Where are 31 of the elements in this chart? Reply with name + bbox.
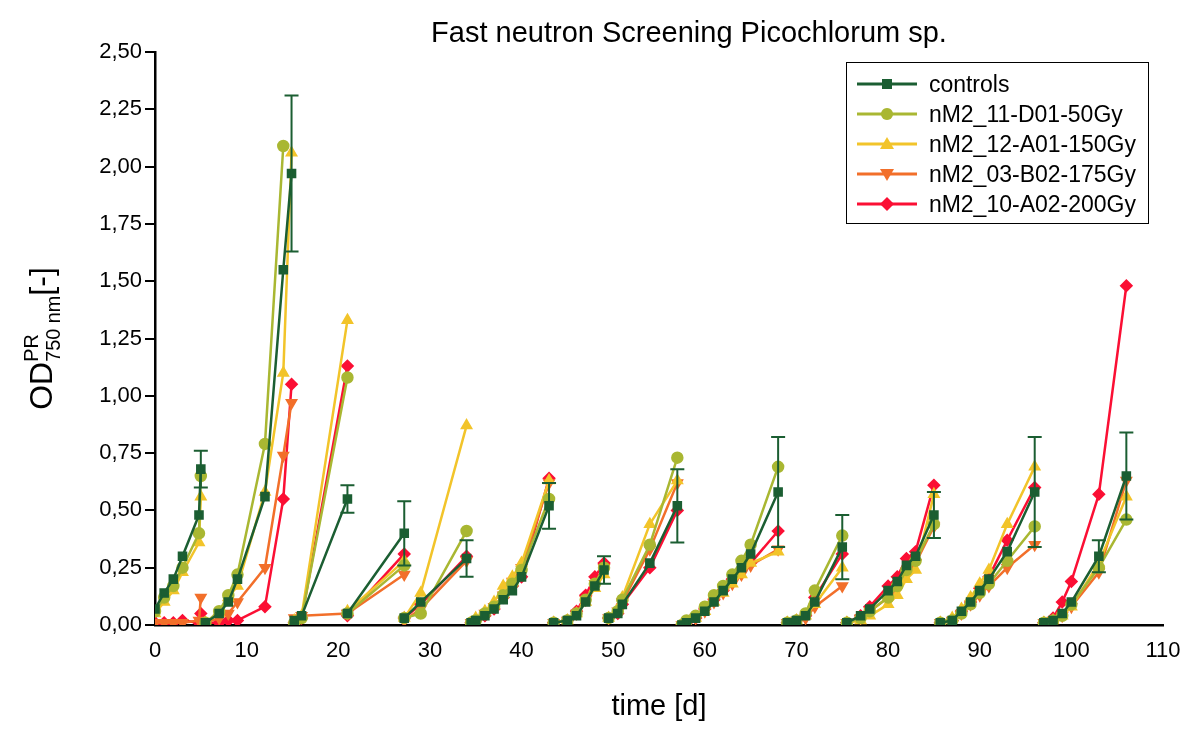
x-tick-label: 30 [417,637,443,663]
legend-label: nM2_12-A01-150Gy [928,130,1136,159]
y-tick-label: 2,00 [99,152,142,178]
x-tick-label: 10 [234,637,259,663]
x-tick-label: 40 [509,637,534,663]
y-tick-label: 0,75 [99,439,142,465]
legend-label: controls [928,70,1010,99]
x-tick-label: 110 [1145,637,1181,663]
x-tick-label: 20 [326,637,351,663]
x-axis-title: time [d] [611,689,707,721]
x-tick-label: 70 [784,637,809,663]
x-tick-label: 50 [600,637,626,663]
x-tick-label: 90 [967,637,992,663]
x-tick-label: 60 [692,637,718,663]
y-tick-label: 1,00 [99,381,142,407]
y-tick-label: 2,50 [99,38,142,64]
legend-label: nM2_10-A02-200Gy [928,190,1136,219]
y-tick-label: 1,25 [99,324,142,350]
y-tick-label: 0,00 [99,611,142,637]
y-tick-label: 0,50 [99,496,142,522]
y-tick-label: 1,75 [99,209,142,235]
legend-label: nM2_03-B02-175Gy [928,160,1136,189]
x-tick-label: 100 [1053,637,1090,663]
y-axis-title: ODPR750 nm[-] [19,267,64,410]
x-tick-label: 80 [875,637,901,663]
legend-label: nM2_11-D01-50Gy [928,100,1123,129]
y-tick-label: 2,25 [99,95,142,121]
y-tick-label: 1,50 [99,267,142,293]
y-tick-label: 0,25 [99,553,142,579]
chart-title: Fast neutron Screening Picochlorum sp. [431,16,947,48]
x-tick-label: 0 [148,637,162,663]
